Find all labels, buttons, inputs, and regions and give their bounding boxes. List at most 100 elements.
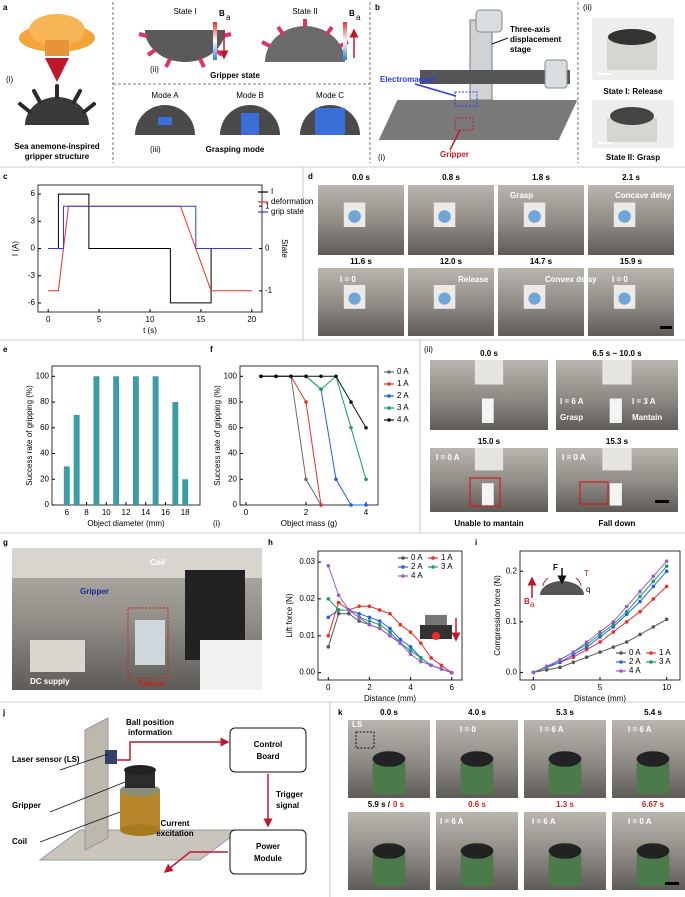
label: I = 0	[612, 275, 628, 284]
label: 0.6 s	[468, 800, 486, 809]
label: 15.9 s	[620, 257, 643, 266]
label: 0.0 s	[352, 173, 370, 182]
label: I = 0	[460, 725, 476, 734]
series-line	[261, 375, 366, 506]
photo-detail	[602, 448, 632, 471]
label: 1.3 s	[556, 800, 574, 809]
legend-marker	[387, 418, 391, 422]
photo-detail	[438, 292, 451, 305]
data-point	[357, 604, 361, 609]
label: 6.5 s ~ 10.0 s	[592, 349, 642, 358]
y2-tick-label: -1	[265, 286, 273, 295]
data-point	[598, 640, 602, 644]
photo-detail	[372, 854, 406, 887]
data-point	[336, 593, 341, 598]
label: Sensor	[138, 679, 165, 688]
legend-marker	[649, 660, 653, 664]
data-point	[326, 597, 331, 601]
photo-detail	[636, 751, 670, 767]
y-tick-label: 100	[36, 371, 50, 380]
panel-label: g	[3, 538, 8, 547]
legend-label: 1 A	[397, 379, 409, 388]
panel-label: h	[268, 538, 273, 547]
photo-detail	[460, 762, 494, 795]
highlight-box	[469, 477, 501, 507]
y-axis-label: Success rate of gripping (%)	[25, 385, 34, 486]
legend-label: 3 A	[397, 403, 409, 412]
data-point	[624, 609, 629, 614]
bar	[93, 376, 100, 505]
x-tick-label: 0	[46, 315, 51, 324]
bar	[63, 466, 70, 505]
y-tick-label: 0.2	[506, 566, 518, 575]
legend-marker	[387, 406, 391, 410]
panel-label: c	[3, 172, 8, 181]
data-point	[408, 652, 413, 656]
data-point	[571, 650, 576, 654]
legend-label: deformation	[271, 197, 313, 206]
data-point	[611, 630, 616, 634]
label: (ii)	[424, 345, 433, 354]
data-point	[347, 611, 351, 616]
x-tick-label: 10	[662, 683, 671, 692]
data-point	[638, 632, 642, 637]
plot-frame	[519, 550, 681, 681]
label: Mode A	[151, 91, 179, 100]
data-point	[357, 611, 361, 616]
plot-frame	[317, 550, 463, 681]
data-point	[326, 615, 331, 620]
y-axis-label: Compression force (N)	[493, 575, 502, 656]
data-point	[598, 632, 602, 637]
scale-bar	[665, 882, 679, 885]
label: I = 6 A	[532, 817, 556, 826]
y-axis-label: Success rate of gripping (%)	[213, 385, 222, 486]
label: State I: Release	[603, 87, 663, 96]
label: Electromagnet	[380, 75, 436, 84]
data-point	[624, 620, 629, 624]
data-point	[336, 600, 341, 605]
data-point	[611, 625, 616, 629]
data-point	[429, 663, 433, 668]
data-point	[429, 656, 433, 660]
y-tick-label: -6	[28, 298, 36, 307]
bar	[182, 479, 189, 505]
label: a	[356, 13, 361, 22]
data-point	[367, 604, 372, 609]
label: displacement	[510, 35, 561, 44]
bar	[73, 414, 80, 505]
x-axis-label: Object mass (g)	[281, 519, 338, 528]
label: State II: Grasp	[606, 153, 660, 162]
x-tick-label: 18	[181, 508, 190, 517]
photo-detail	[460, 843, 494, 859]
label: Grasp	[510, 191, 533, 200]
data-point	[598, 650, 602, 654]
data-point	[419, 641, 423, 645]
data-point	[357, 619, 361, 623]
control-diagram	[38, 717, 307, 875]
data-point	[664, 559, 669, 563]
data-point	[651, 579, 656, 584]
label: (iii)	[150, 145, 161, 154]
photo-detail	[602, 360, 632, 385]
data-point	[334, 477, 338, 482]
data-point	[367, 619, 372, 623]
label: a	[530, 600, 535, 609]
label: excitation	[156, 829, 193, 838]
panel-label: k	[338, 708, 343, 717]
y-tick-label: 0	[45, 500, 50, 509]
legend-label: 2 A	[397, 391, 409, 400]
y-tick-label: 0.0	[506, 668, 518, 677]
photo-detail	[348, 292, 361, 305]
y-axis-label: Lift force (N)	[285, 593, 294, 637]
data-point	[531, 670, 536, 675]
data-point	[398, 641, 403, 645]
data-point	[544, 664, 549, 669]
label: 5.4 s	[644, 708, 662, 717]
label: Current	[161, 819, 190, 828]
legend-label: grip state	[271, 207, 304, 216]
series-line	[48, 205, 252, 249]
photo-detail	[460, 854, 494, 887]
x-tick-label: 12	[122, 508, 131, 517]
legend-marker	[619, 669, 623, 673]
photo-detail	[474, 360, 504, 385]
